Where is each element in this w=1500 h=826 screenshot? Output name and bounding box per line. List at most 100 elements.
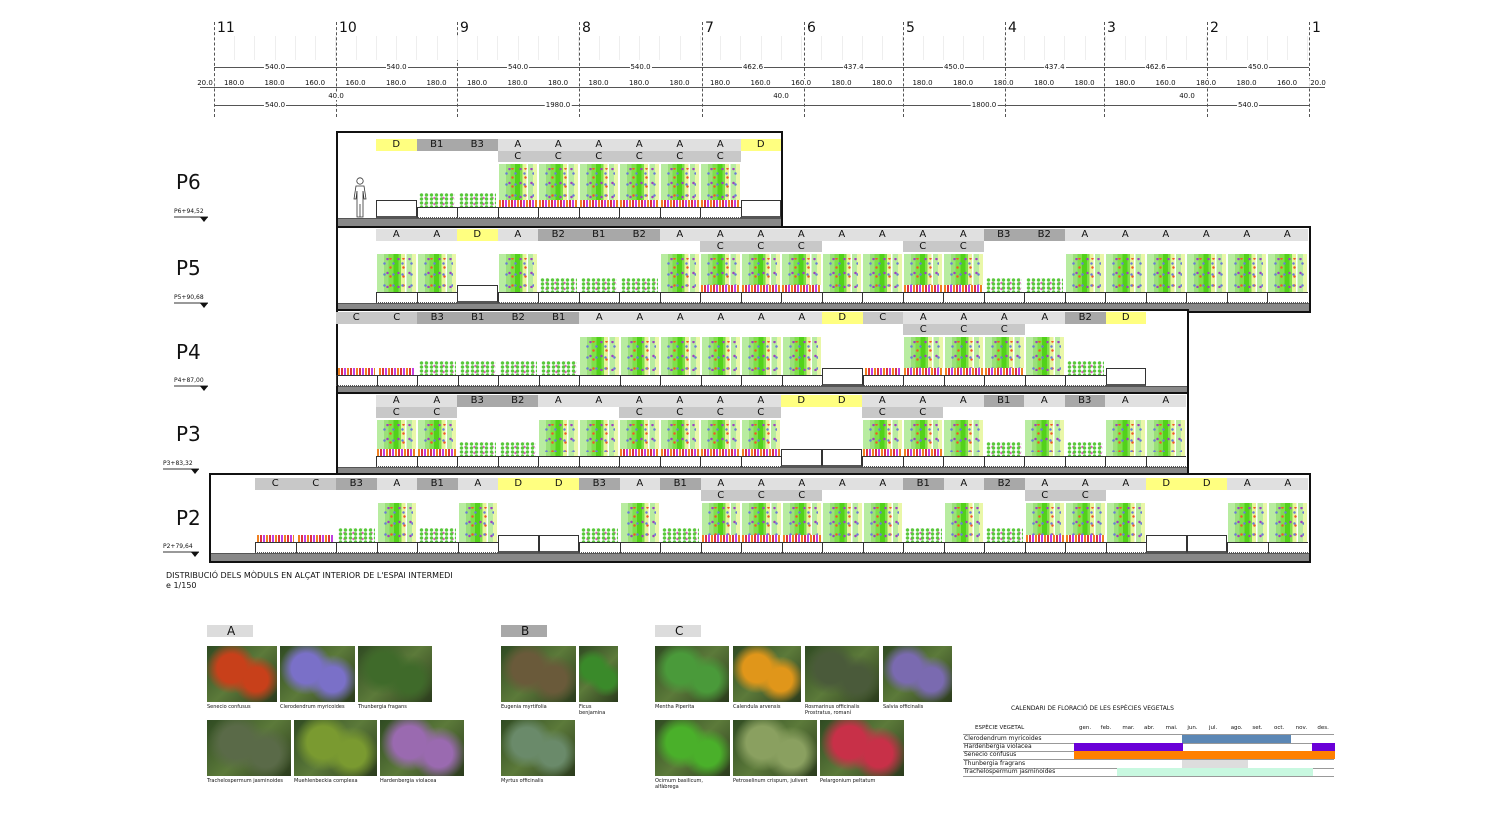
grid-tick xyxy=(760,36,762,60)
planter xyxy=(416,456,457,467)
dimension-line xyxy=(214,105,1309,106)
calendar-title: CALENDARI DE FLORACIÓ DE LES ESPÈCIES VE… xyxy=(1011,705,1174,712)
grid-tick xyxy=(740,36,742,60)
dimension-label: 180.0 xyxy=(708,79,732,87)
flowering-bar xyxy=(1074,743,1097,752)
grid-tick xyxy=(1266,36,1268,60)
climbing-plants xyxy=(863,254,902,292)
shrubs xyxy=(540,278,577,292)
module-label-a: A xyxy=(821,229,862,241)
grid-tick xyxy=(598,36,600,60)
module-label-a: A xyxy=(497,139,538,151)
module-label-a: A xyxy=(1065,478,1106,490)
module-label-a: A xyxy=(1024,395,1065,407)
module-label-a: A xyxy=(700,229,741,241)
planter xyxy=(862,375,903,386)
shrubs xyxy=(459,442,496,456)
empty-planter xyxy=(1146,535,1187,553)
empty-planter xyxy=(457,285,498,303)
module-sublabel-c: C xyxy=(416,407,457,418)
herb-flowers xyxy=(904,368,943,375)
grid-tick xyxy=(234,36,235,60)
module-sublabel-c: C xyxy=(700,151,741,162)
plant-caption: Mentha Piperita xyxy=(655,704,695,710)
shrubs xyxy=(581,528,618,542)
module-label-d: D xyxy=(1105,312,1146,324)
grid-tick xyxy=(558,36,559,60)
floor-name: P3 xyxy=(176,422,201,446)
planter xyxy=(660,375,701,386)
module-sublabel-c: C xyxy=(497,151,538,162)
planter xyxy=(984,542,1025,553)
shrubs xyxy=(580,278,617,292)
climbing-plants xyxy=(1146,420,1185,456)
flowering-bar xyxy=(1160,743,1183,752)
grid-axis-label: 2 xyxy=(1210,20,1219,36)
dimension-label: 180.0 xyxy=(830,79,853,87)
grid-tick xyxy=(1206,36,1207,60)
shrubs xyxy=(418,193,455,207)
module-label-a: A xyxy=(1227,478,1268,490)
dimension-label: 160.0 xyxy=(749,79,772,87)
planter xyxy=(457,456,498,467)
planter xyxy=(700,207,741,218)
shrubs xyxy=(662,528,699,542)
planter xyxy=(538,207,579,218)
dimension-label: 180.0 xyxy=(1235,79,1258,87)
module-label-a: A xyxy=(1064,229,1105,241)
planter xyxy=(255,542,296,553)
planter xyxy=(943,542,984,553)
floor-level: P4+87,00 xyxy=(174,377,208,391)
herb-flowers xyxy=(985,368,1024,375)
shrubs xyxy=(905,528,942,542)
module-label-a: A xyxy=(700,478,741,490)
grid-tick xyxy=(780,36,782,60)
herb-flowers xyxy=(338,368,375,375)
empty-planter xyxy=(821,449,862,467)
flowering-bar xyxy=(1312,743,1335,752)
shrubs xyxy=(1067,361,1104,375)
planter xyxy=(417,542,458,553)
plant-photo xyxy=(733,646,801,702)
dimension-label: 180.0 xyxy=(1032,79,1056,87)
planter xyxy=(376,456,417,467)
shrubs xyxy=(986,528,1023,542)
dimension-label: 160.0 xyxy=(303,79,327,87)
module-label-c: C xyxy=(862,312,903,324)
module-label-a: A xyxy=(1267,478,1308,490)
module-sublabel-c: C xyxy=(619,151,660,162)
climbing-plants xyxy=(579,420,618,456)
herb-flowers xyxy=(377,449,416,456)
module-label-a: A xyxy=(1226,229,1267,241)
flowering-bar xyxy=(1269,751,1292,760)
plant-caption: Senecio confusus xyxy=(207,704,251,710)
grid-tick xyxy=(477,36,478,60)
module-label-b3: B3 xyxy=(457,139,498,151)
flowering-bar xyxy=(1204,735,1227,743)
planter xyxy=(1065,542,1106,553)
month-header: feb. xyxy=(1100,725,1112,731)
plant-group-a: A xyxy=(207,625,253,637)
plant-caption: Ficus benjamina xyxy=(579,704,606,716)
title-line: DISTRIBUCIÓ DELS MÒDULS EN ALÇAT INTERIO… xyxy=(166,571,453,580)
module-sublabel-c: C xyxy=(741,490,782,501)
grid-tick xyxy=(699,36,701,60)
planter xyxy=(1267,542,1308,553)
climbing-plants xyxy=(498,164,537,207)
module-label-c: C xyxy=(255,478,296,490)
flowering-bar xyxy=(1160,751,1183,760)
grid-tick xyxy=(963,36,964,60)
climbing-plants xyxy=(660,164,699,207)
climbing-plants xyxy=(701,164,740,207)
climbing-plants xyxy=(822,254,861,292)
dimension-label: 540.0 xyxy=(1236,101,1260,109)
herb-flowers xyxy=(742,535,781,542)
module-label-a: A xyxy=(497,229,538,241)
floor-level: P5+90,68 xyxy=(174,294,208,308)
floor-slab xyxy=(338,303,1309,311)
climbing-plants xyxy=(1268,503,1307,542)
grid-tick xyxy=(1226,36,1228,60)
module-label-c: C xyxy=(376,312,417,324)
shrubs xyxy=(540,361,577,375)
module-label-a: A xyxy=(619,139,660,151)
